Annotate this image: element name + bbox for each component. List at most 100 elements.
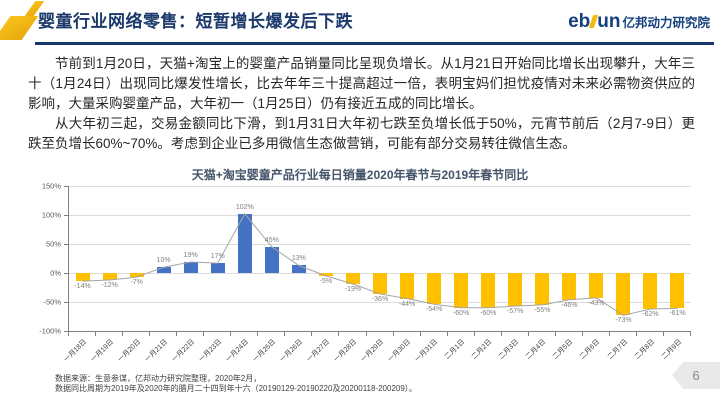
bar-一月23日	[210, 263, 225, 273]
data-label: 13%	[291, 255, 306, 263]
x-axis-label: 一月27日	[305, 338, 332, 364]
bar-一月26日	[291, 265, 306, 273]
x-axis-tick	[663, 332, 664, 336]
x-axis-tick	[365, 332, 367, 336]
x-axis-tick	[257, 332, 259, 336]
x-axis-tick	[338, 332, 340, 336]
page-number-badge: 6	[672, 362, 720, 389]
bar-一月21日	[156, 267, 171, 273]
x-axis-label: 二月4日	[525, 338, 548, 361]
data-label: -55%	[534, 306, 551, 314]
x-axis-tick	[500, 332, 502, 336]
data-label: -7%	[130, 279, 143, 287]
brand-logo: eb un 亿邦动力研究院	[568, 12, 710, 31]
data-label: -60%	[452, 309, 470, 317]
x-axis-tick	[635, 332, 637, 336]
x-axis-tick	[230, 332, 232, 336]
data-label: -61%	[669, 310, 686, 318]
data-label: -5%	[319, 277, 333, 285]
x-axis-label: 一月23日	[197, 338, 224, 364]
x-axis-label: 一月30日	[387, 338, 413, 364]
x-axis-tick	[68, 332, 69, 336]
bar-一月20日	[129, 273, 144, 278]
bar-二月6日	[589, 273, 604, 298]
x-axis-label: 一月20日	[116, 338, 142, 364]
bar-一月28日	[345, 273, 360, 285]
page-number: 6	[692, 368, 700, 383]
x-axis-label: 一月22日	[170, 338, 197, 364]
x-axis-tick	[690, 332, 691, 336]
bar-一月31日	[427, 273, 442, 305]
data-label: -12%	[101, 281, 118, 289]
bar-一月18日	[75, 273, 90, 282]
data-label: -73%	[615, 317, 632, 325]
y-axis-label: 100%	[41, 210, 61, 220]
data-label: -14%	[74, 283, 91, 291]
x-axis-tick	[419, 332, 421, 336]
bar-二月8日	[643, 273, 658, 309]
bar-二月5日	[562, 273, 577, 300]
x-axis-tick	[446, 332, 448, 336]
data-label: 10%	[156, 257, 171, 265]
x-axis-tick	[95, 332, 96, 336]
header-slash-decoration	[0, 16, 39, 40]
bar-二月2日	[481, 273, 496, 308]
bar-一月24日	[237, 213, 252, 273]
x-axis-label: 一月25日	[251, 338, 278, 364]
x-axis-tick	[176, 332, 178, 336]
bar-一月19日	[102, 273, 117, 280]
x-axis-label: 二月7日	[606, 338, 629, 361]
y-axis-label: 150%	[41, 181, 61, 191]
x-axis-tick	[311, 332, 313, 336]
data-label: 102%	[235, 203, 254, 211]
data-label: -54%	[425, 306, 443, 314]
data-label: 45%	[264, 236, 279, 244]
data-label: -44%	[398, 300, 416, 308]
x-axis-tick	[527, 332, 529, 336]
bar-一月27日	[318, 273, 333, 276]
x-axis-tick	[203, 332, 205, 336]
data-label: -60%	[480, 309, 497, 317]
gridline	[69, 186, 691, 187]
x-axis-tick	[554, 332, 556, 336]
gridline	[69, 302, 691, 303]
y-axis-label: 0%	[50, 268, 61, 278]
y-axis-tick	[64, 186, 68, 187]
data-label: -57%	[507, 308, 524, 316]
body-text: 节前到1月20日，天猫+淘宝上的婴童产品销量同比呈现负增长。从1月21日开始同比…	[28, 54, 695, 154]
x-axis-ticks	[68, 332, 691, 336]
y-axis-label: 50%	[45, 239, 61, 249]
x-axis-tick	[608, 332, 610, 336]
x-axis-label: 一月26日	[278, 338, 305, 364]
bar-二月7日	[616, 273, 631, 316]
data-label: 17%	[210, 253, 225, 261]
page-title: 婴童行业网络零售：短暂增长爆发后下跌	[38, 12, 353, 31]
x-axis-label: 一月29日	[360, 338, 386, 364]
x-axis-label: 二月5日	[552, 338, 575, 361]
data-label: -19%	[344, 286, 362, 294]
bar-二月9日	[670, 273, 685, 309]
x-axis-tick	[122, 332, 124, 336]
x-axis-label: 二月3日	[498, 338, 521, 361]
plot-area: -14% -12% -7% 10% 19% 17% 102% 45% 13% -5% -19% -36…	[68, 186, 691, 332]
gridline	[69, 244, 691, 245]
y-axis-tick	[64, 331, 68, 332]
y-axis-tick	[64, 273, 68, 274]
x-axis-label: 二月2日	[471, 338, 494, 361]
bar-chart: 150% 100% 50% 0% -50% -100% -14% -12% -7% 10% 19%…	[28, 182, 691, 386]
x-axis-label: 一月24日	[224, 338, 251, 364]
x-axis-label: 二月9日	[660, 338, 683, 361]
paragraph-2: 从大年初三起，交易金额同比下滑，到1月31日大年初七跌至负增长低于50%，元宵节…	[28, 116, 695, 151]
data-label: -43%	[588, 299, 605, 307]
data-label: -46%	[561, 301, 578, 309]
trend-line	[82, 212, 678, 316]
bar-二月1日	[454, 273, 469, 308]
footer-source-note: 数据来源：生意参谋，亿邦动力研究院整理，2020年2月， 数据同比周期为2019…	[55, 374, 417, 394]
y-axis: 150% 100% 50% 0% -50% -100%	[28, 182, 68, 336]
data-label: 19%	[183, 251, 198, 259]
x-axis-tick	[581, 332, 583, 336]
x-axis-label: 二月6日	[579, 338, 602, 361]
y-axis-tick	[64, 302, 68, 303]
brand-org-name: 亿邦动力研究院	[622, 16, 710, 30]
x-axis-label: 二月1日	[443, 338, 467, 361]
